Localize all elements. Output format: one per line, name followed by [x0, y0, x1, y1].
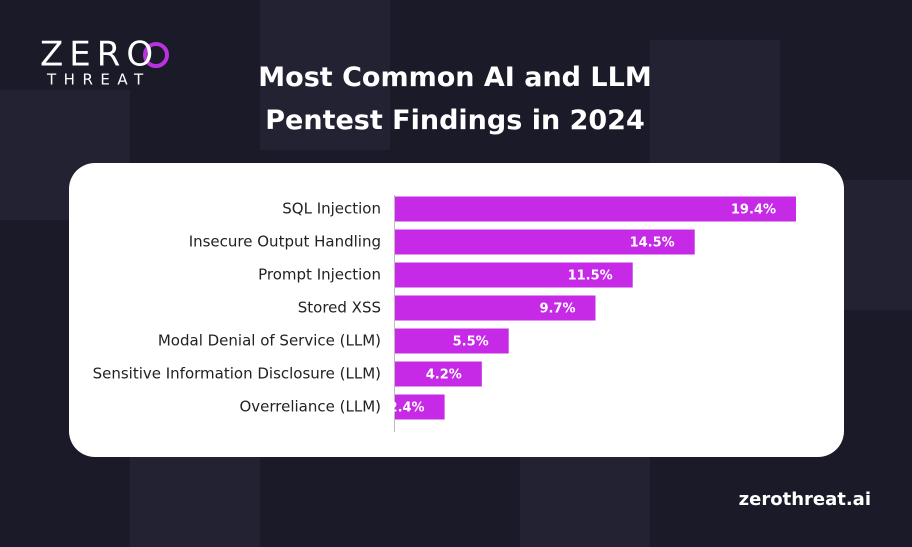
bar [395, 328, 509, 354]
bar [395, 262, 633, 288]
bar [395, 295, 596, 321]
category-label: Modal Denial of Service (LLM) [158, 332, 381, 350]
category-label: Insecure Output Handling [189, 233, 381, 251]
logo-name: ZERO [40, 35, 159, 75]
value-label: 4.2% [426, 368, 462, 383]
value-label: 5.5% [453, 335, 489, 350]
logo-ring [143, 42, 169, 68]
footer-url: zerothreat.ai [739, 489, 871, 510]
category-label: Prompt Injection [258, 266, 381, 284]
bar [395, 361, 482, 387]
chart-title: Most Common AI and LLM Pentest Findings … [258, 62, 652, 136]
category-label: Stored XSS [298, 299, 381, 317]
category-label: Sensitive Information Disclosure (LLM) [93, 365, 381, 383]
value-label: 19.4% [731, 203, 776, 218]
category-label: Overreliance (LLM) [239, 398, 381, 416]
value-label: 14.5% [630, 236, 675, 251]
logo-tagline: THREAT [46, 71, 151, 89]
bar [395, 394, 445, 420]
value-label: 2.4% [389, 401, 425, 416]
value-label: 9.7% [539, 302, 575, 317]
value-label: 11.5% [568, 269, 613, 284]
bar [395, 229, 695, 255]
category-label: SQL Injection [282, 200, 381, 218]
bar [395, 196, 796, 222]
